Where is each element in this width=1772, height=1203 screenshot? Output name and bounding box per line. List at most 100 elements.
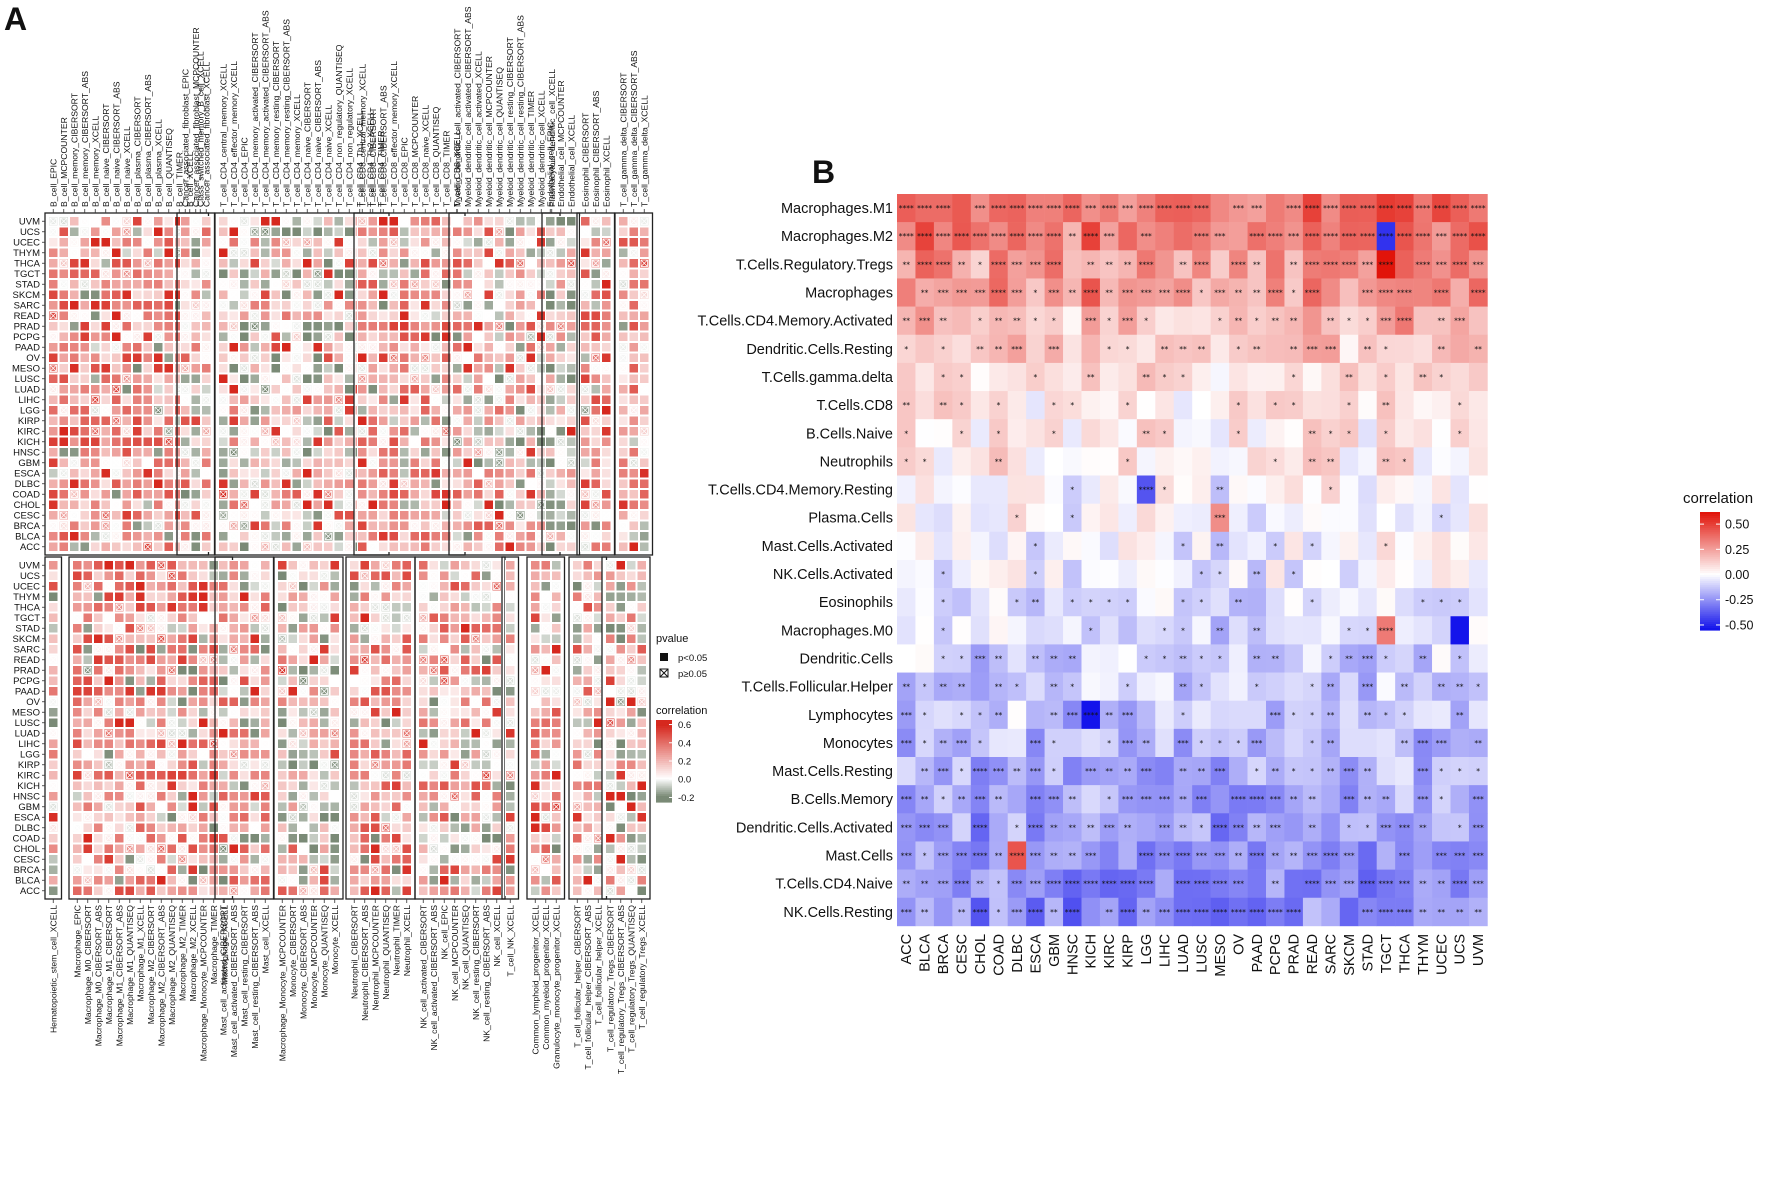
heatmap-cell xyxy=(602,227,611,236)
heatmap-cell xyxy=(181,469,190,478)
column-label: Myeloid_dendritic_cell_resting_CIBERSORT… xyxy=(515,15,525,207)
nonsignificant-cross xyxy=(202,511,210,519)
heatmap-cell xyxy=(202,385,211,394)
nonsignificant-cross xyxy=(219,511,227,519)
heatmap-cell xyxy=(484,290,493,299)
heatmap-cell xyxy=(567,374,576,383)
nonsignificant-mark xyxy=(181,322,189,330)
heatmap-cell xyxy=(505,437,514,446)
heatmap-cell xyxy=(556,542,565,551)
nonsignificant-cross xyxy=(303,490,311,498)
heatmap-cell xyxy=(505,269,514,278)
heatmap-cell xyxy=(101,542,110,551)
heatmap-cell xyxy=(229,238,238,247)
heatmap-cell xyxy=(389,385,398,394)
heatmap-cell xyxy=(505,479,514,488)
heatmap-cell xyxy=(250,406,259,415)
heatmap-cell xyxy=(619,322,628,331)
heatmap-cell xyxy=(640,238,649,247)
heatmap-cell xyxy=(80,427,89,436)
nonsignificant-cross xyxy=(282,280,290,288)
column-label: B_cell_EPIC xyxy=(48,159,58,207)
heatmap-cell xyxy=(313,521,322,530)
heatmap-cell xyxy=(495,437,504,446)
heatmap-cell xyxy=(219,469,228,478)
nonsignificant-mark xyxy=(219,280,227,288)
nonsignificant-mark xyxy=(282,322,290,330)
heatmap-cell xyxy=(133,448,142,457)
heatmap-cell xyxy=(358,469,367,478)
heatmap-cell xyxy=(59,332,68,341)
nonsignificant-mark xyxy=(102,228,110,236)
heatmap-cell xyxy=(537,311,546,320)
nonsignificant-mark xyxy=(240,228,248,236)
nonsignificant-mark xyxy=(251,228,259,236)
heatmap-cell xyxy=(505,301,514,310)
nonsignificant-cross xyxy=(102,522,110,530)
heatmap-cell xyxy=(516,290,525,299)
heatmap-cell xyxy=(526,353,535,362)
heatmap-cell xyxy=(112,301,121,310)
heatmap-cell xyxy=(164,532,173,541)
heatmap-cell xyxy=(505,469,514,478)
heatmap-cell xyxy=(303,448,312,457)
heatmap-cell xyxy=(324,248,333,257)
heatmap-cell xyxy=(591,406,600,415)
column-label: T_cell_CD4_non_regulatory_QUANTISEQ xyxy=(334,44,344,207)
heatmap-cell xyxy=(516,532,525,541)
nonsignificant-mark xyxy=(282,364,290,372)
nonsignificant-cross xyxy=(293,333,301,341)
heatmap-cell xyxy=(229,364,238,373)
nonsignificant-mark xyxy=(324,238,332,246)
heatmap-cell xyxy=(629,259,638,268)
heatmap-cell xyxy=(567,427,576,436)
heatmap-cell xyxy=(334,238,343,247)
nonsignificant-cross xyxy=(181,448,189,456)
heatmap-cell xyxy=(389,437,398,446)
heatmap-cell xyxy=(516,332,525,341)
heatmap-cell xyxy=(191,532,200,541)
heatmap-cell xyxy=(80,542,89,551)
nonsignificant-cross xyxy=(293,291,301,299)
heatmap-cell xyxy=(505,427,514,436)
heatmap-cell xyxy=(463,542,472,551)
nonsignificant-mark xyxy=(240,364,248,372)
nonsignificant-cross xyxy=(324,238,332,246)
column-label: B_cell_memory_XCELL xyxy=(90,116,100,207)
heatmap-cell xyxy=(133,416,142,425)
nonsignificant-mark xyxy=(112,322,120,330)
heatmap-cell xyxy=(516,343,525,352)
nonsignificant-mark xyxy=(293,438,301,446)
heatmap-cell xyxy=(421,532,430,541)
nonsignificant-cross xyxy=(293,522,301,530)
heatmap-cell xyxy=(602,248,611,257)
heatmap-cell xyxy=(229,311,238,320)
heatmap-cell xyxy=(303,353,312,362)
nonsignificant-mark xyxy=(123,375,131,383)
heatmap-cell xyxy=(59,416,68,425)
heatmap-cell xyxy=(181,427,190,436)
nonsignificant-cross xyxy=(219,280,227,288)
heatmap-cell xyxy=(526,427,535,436)
heatmap-cell xyxy=(431,490,440,499)
heatmap-cell xyxy=(303,416,312,425)
heatmap-cell xyxy=(112,427,121,436)
heatmap-cell xyxy=(70,395,79,404)
heatmap-cell xyxy=(175,364,184,373)
nonsignificant-cross xyxy=(335,469,343,477)
heatmap-cell xyxy=(250,458,259,467)
heatmap-cell xyxy=(154,322,163,331)
heatmap-cell xyxy=(640,416,649,425)
heatmap-cell xyxy=(112,490,121,499)
heatmap-cell xyxy=(292,311,301,320)
heatmap-cell xyxy=(602,301,611,310)
heatmap-cell xyxy=(629,301,638,310)
heatmap-cell xyxy=(133,290,142,299)
column-label: T_cell_CD8_central_memory_XCELL xyxy=(357,63,367,207)
column-label: B_cell_naive_CIBERSORT_ABS xyxy=(111,81,121,207)
heatmap-cell xyxy=(70,353,79,362)
heatmap-cell xyxy=(303,227,312,236)
heatmap-cell xyxy=(400,301,409,310)
heatmap-cell xyxy=(282,532,291,541)
heatmap-cell xyxy=(181,490,190,499)
